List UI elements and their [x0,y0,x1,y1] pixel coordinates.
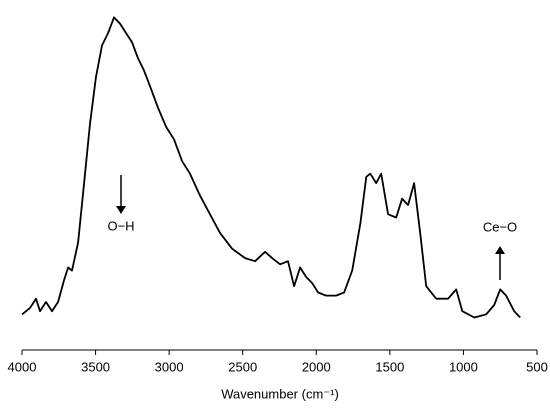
x-tick-label: 500 [526,359,548,374]
x-axis-label: Wavenumber (cm⁻¹) [221,386,339,401]
x-tick-label: 1000 [449,359,478,374]
annotation: O−H [107,218,134,233]
x-tick-label: 1500 [375,359,404,374]
x-tick-label: 4000 [8,359,37,374]
arrow-head [116,206,126,214]
x-tick-label: 3500 [81,359,110,374]
x-tick-label: 2000 [302,359,331,374]
spectrum-line [21,16,521,319]
annotation: Ce−O [483,219,517,234]
arrow-head [495,246,505,254]
x-tick-label: 2500 [228,359,257,374]
x-tick-label: 3000 [155,359,184,374]
